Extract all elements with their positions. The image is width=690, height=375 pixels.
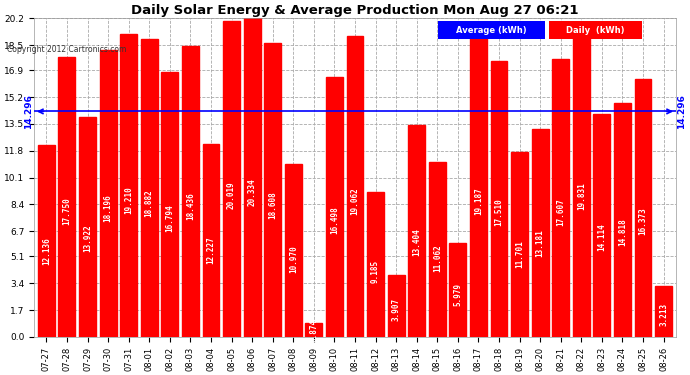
Bar [408, 126, 425, 337]
Text: 18.196: 18.196 [104, 194, 112, 222]
Text: 0.874: 0.874 [309, 318, 318, 342]
Bar [244, 16, 261, 337]
Bar [99, 50, 117, 337]
Text: 20.019: 20.019 [227, 181, 236, 209]
Text: 9.185: 9.185 [371, 260, 380, 283]
Bar [388, 275, 404, 337]
Text: 11.701: 11.701 [515, 240, 524, 268]
Bar [161, 72, 178, 337]
Text: 19.210: 19.210 [124, 187, 133, 214]
Text: 3.213: 3.213 [659, 303, 668, 326]
Title: Daily Solar Energy & Average Production Mon Aug 27 06:21: Daily Solar Energy & Average Production … [131, 4, 579, 17]
Bar [306, 323, 322, 337]
Text: 14.296: 14.296 [24, 94, 33, 129]
Text: 16.794: 16.794 [166, 204, 175, 232]
Bar [59, 57, 75, 337]
Text: Copyright 2012 Cartronics.com: Copyright 2012 Cartronics.com [7, 45, 126, 54]
Bar [141, 39, 158, 337]
Bar [635, 79, 651, 337]
Text: 3.907: 3.907 [392, 298, 401, 321]
Text: 19.062: 19.062 [351, 188, 359, 216]
Bar [38, 146, 55, 337]
Text: 5.979: 5.979 [453, 283, 462, 306]
Bar [223, 21, 240, 337]
Bar [264, 44, 281, 337]
Text: Average (kWh): Average (kWh) [456, 26, 527, 35]
Bar [593, 114, 611, 337]
Bar [532, 129, 549, 337]
Text: 17.607: 17.607 [556, 198, 565, 226]
Bar [573, 24, 590, 337]
Text: 17.510: 17.510 [495, 199, 504, 226]
Text: 19.187: 19.187 [474, 187, 483, 214]
Text: 16.373: 16.373 [638, 207, 647, 234]
Text: 14.114: 14.114 [598, 223, 607, 251]
Text: 19.831: 19.831 [577, 182, 586, 210]
Bar [182, 46, 199, 337]
Text: 13.181: 13.181 [535, 230, 544, 257]
Bar [429, 162, 446, 337]
Bar [120, 34, 137, 337]
Text: 14.818: 14.818 [618, 218, 627, 246]
Text: 12.136: 12.136 [42, 237, 51, 265]
Bar [203, 144, 219, 337]
Text: 14.296: 14.296 [677, 94, 686, 129]
Bar [656, 286, 672, 337]
Text: Daily  (kWh): Daily (kWh) [566, 26, 624, 35]
Text: 10.970: 10.970 [289, 245, 298, 273]
Bar [285, 164, 302, 337]
Text: 17.750: 17.750 [62, 197, 72, 225]
Bar [79, 117, 96, 337]
Bar [326, 77, 343, 337]
Bar [491, 61, 507, 337]
Text: 20.334: 20.334 [248, 179, 257, 207]
Bar [449, 243, 466, 337]
Text: 12.227: 12.227 [206, 236, 215, 264]
Bar [614, 103, 631, 337]
Text: 13.404: 13.404 [412, 228, 421, 256]
Bar [511, 152, 528, 337]
Bar [470, 34, 487, 337]
Bar [367, 192, 384, 337]
Text: 11.062: 11.062 [433, 244, 442, 272]
Text: 18.608: 18.608 [268, 191, 277, 219]
Bar [346, 36, 364, 337]
Text: 13.922: 13.922 [83, 224, 92, 252]
Text: 18.436: 18.436 [186, 192, 195, 220]
Text: 16.498: 16.498 [330, 206, 339, 234]
Bar [552, 59, 569, 337]
Text: 18.882: 18.882 [145, 189, 154, 217]
